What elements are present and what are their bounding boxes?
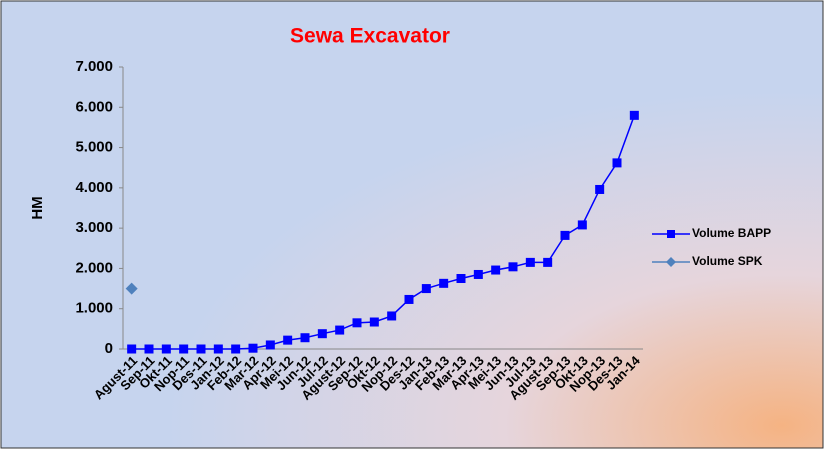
y-tick-label: 4.000 <box>75 179 113 196</box>
marker <box>125 282 138 295</box>
marker <box>525 257 535 267</box>
marker <box>127 344 137 354</box>
y-tick-label: 3.000 <box>75 219 113 236</box>
marker <box>335 325 345 335</box>
y-tick-label: 2.000 <box>75 259 113 276</box>
marker <box>387 311 397 321</box>
marker <box>231 344 241 354</box>
y-tick-label: 0 <box>105 340 113 357</box>
y-axis-label: HM <box>29 196 46 219</box>
marker <box>560 230 570 240</box>
marker <box>300 333 310 343</box>
marker <box>421 284 431 294</box>
marker <box>439 278 449 288</box>
marker <box>612 158 622 168</box>
marker <box>629 110 639 120</box>
marker <box>213 344 223 354</box>
marker <box>161 344 171 354</box>
y-tick-label: 5.000 <box>75 139 113 156</box>
marker <box>265 340 275 350</box>
legend-label: Volume BAPP <box>692 226 771 240</box>
y-tick-label: 1.000 <box>75 300 113 317</box>
marker <box>491 265 501 275</box>
marker <box>595 184 605 194</box>
marker <box>577 220 587 230</box>
marker <box>352 318 362 328</box>
marker <box>543 257 553 267</box>
marker <box>473 269 483 279</box>
marker <box>456 274 466 283</box>
marker <box>179 344 189 354</box>
marker <box>404 294 414 304</box>
legend-marker <box>666 257 676 267</box>
marker <box>283 335 293 345</box>
marker <box>508 262 518 272</box>
y-tick-label: 6.000 <box>75 98 113 115</box>
marker <box>144 344 154 354</box>
marker <box>369 317 379 327</box>
marker <box>196 344 206 354</box>
marker <box>317 329 327 339</box>
legend-label: Volume SPK <box>692 254 763 268</box>
marker <box>248 343 258 353</box>
chart-title: Sewa Excavator <box>290 25 450 48</box>
y-tick-label: 7.000 <box>75 58 113 75</box>
legend-marker <box>667 230 675 238</box>
